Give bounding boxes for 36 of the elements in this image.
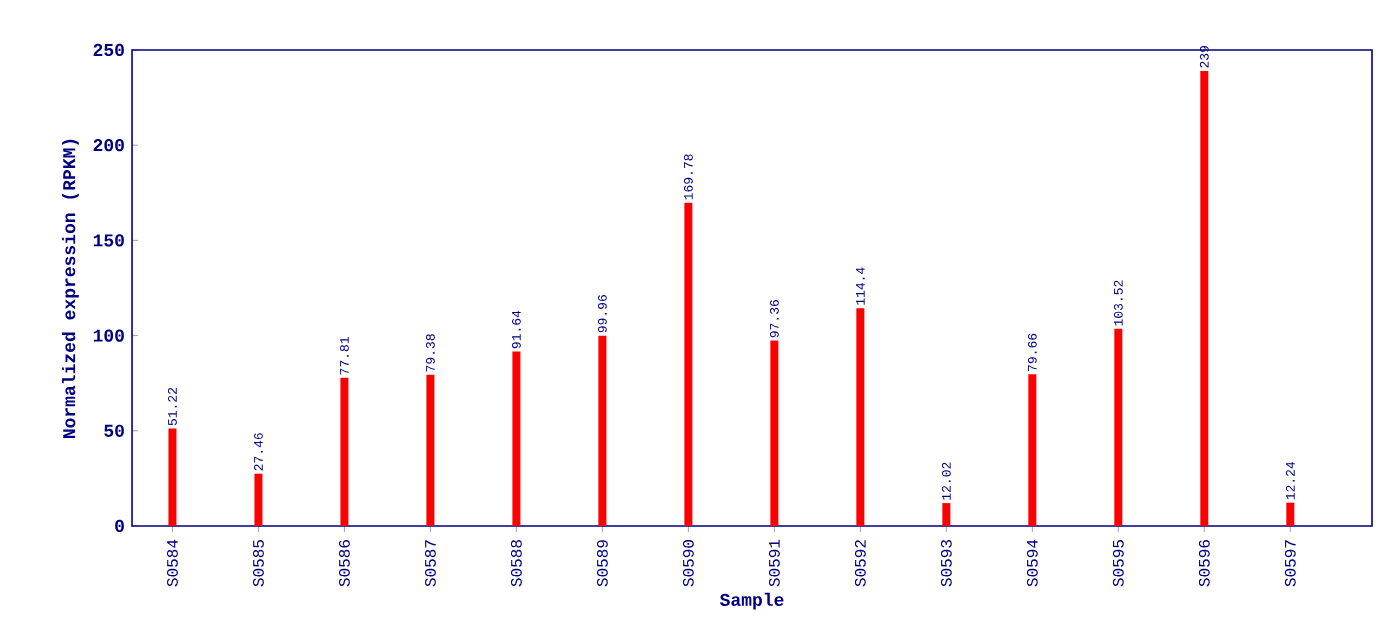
bar — [512, 351, 521, 526]
bar — [340, 377, 349, 526]
x-tick-label: S0595 — [1112, 540, 1124, 587]
x-tick-label: S0587 — [424, 540, 436, 587]
x-tick-label: S0594 — [1026, 539, 1038, 587]
y-tick-label: 200 — [93, 139, 124, 152]
bar — [426, 374, 435, 526]
x-tick-label: S0593 — [940, 540, 952, 587]
y-axis-title: Normalized expression (RPKM) — [62, 139, 79, 439]
bar — [168, 428, 177, 526]
bar — [254, 473, 263, 526]
bar — [856, 308, 865, 526]
y-tick-label: 0 — [115, 519, 124, 533]
x-tick-label: S0592 — [854, 540, 866, 587]
x-tick-label: S0584 — [167, 539, 178, 587]
x-tick-label: S0589 — [596, 540, 608, 587]
bar — [770, 340, 779, 526]
x-tick-label: S0586 — [338, 540, 350, 587]
x-tick-label: S0591 — [768, 539, 780, 587]
bar — [684, 202, 693, 526]
x-tick-label: S0596 — [1198, 540, 1210, 587]
x-tick-label: S0590 — [682, 540, 694, 587]
bar — [598, 335, 607, 526]
bar — [1114, 328, 1123, 526]
x-tick-label: S0585 — [253, 540, 264, 587]
x-axis-title: Sample — [719, 592, 784, 610]
y-tick-label: 50 — [104, 424, 124, 437]
x-tick-label: S0597 — [1284, 540, 1296, 587]
bar — [942, 503, 951, 526]
y-tick-label: 100 — [93, 329, 124, 342]
y-tick-label: 150 — [93, 234, 124, 247]
bar — [1200, 70, 1209, 526]
bar — [1286, 502, 1295, 526]
bar — [1028, 374, 1037, 526]
x-tick-label: S0588 — [510, 540, 522, 587]
y-tick-label: 250 — [93, 43, 124, 57]
